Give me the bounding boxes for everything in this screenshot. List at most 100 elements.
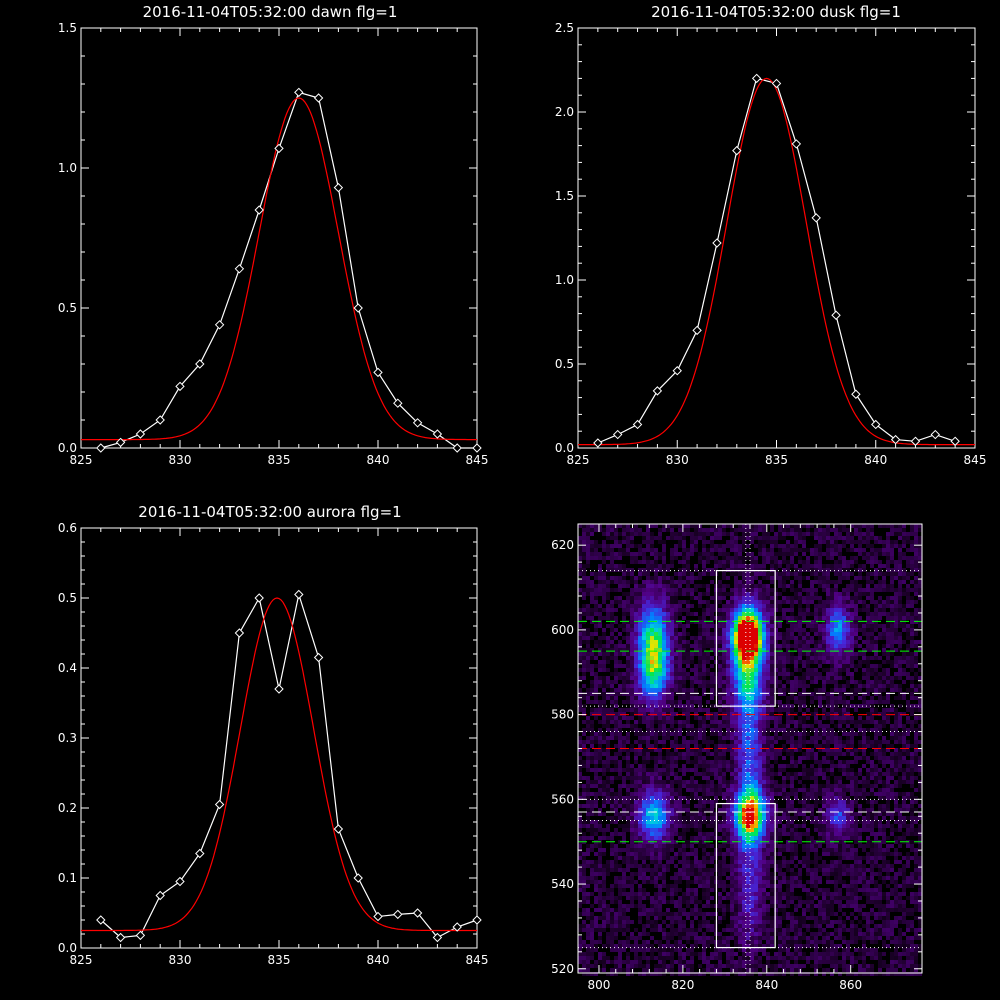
image-pixel	[586, 552, 590, 556]
image-pixel	[706, 632, 710, 636]
image-pixel	[774, 676, 778, 680]
image-pixel	[850, 744, 854, 748]
image-pixel	[774, 588, 778, 592]
image-pixel	[770, 612, 774, 616]
image-pixel	[802, 712, 806, 716]
image-pixel	[682, 772, 686, 776]
image-pixel	[750, 644, 754, 648]
image-pixel	[606, 676, 610, 680]
image-pixel	[706, 620, 710, 624]
image-pixel	[846, 652, 850, 656]
image-pixel	[886, 548, 890, 552]
image-pixel	[878, 756, 882, 760]
dawn-profile-plot: 2016-11-04T05:32:00 dawn flg=1 825 830 835…	[58, 3, 489, 467]
image-pixel	[682, 592, 686, 596]
image-pixel	[746, 700, 750, 704]
image-pixel	[818, 624, 822, 628]
image-pixel	[814, 652, 818, 656]
image-pixel	[846, 584, 850, 588]
image-pixel	[750, 716, 754, 720]
image-pixel	[590, 632, 594, 636]
image-pixel	[590, 656, 594, 660]
image-pixel	[842, 624, 846, 628]
image-pixel	[802, 732, 806, 736]
image-pixel	[774, 660, 778, 664]
image-pixel	[874, 736, 878, 740]
image-pixel	[818, 628, 822, 632]
image-pixel	[646, 672, 650, 676]
image-pixel	[606, 612, 610, 616]
image-pixel	[866, 624, 870, 628]
image-pixel	[638, 528, 642, 532]
image-pixel	[650, 668, 654, 672]
image-pixel	[806, 748, 810, 752]
image-pixel	[918, 716, 922, 720]
image-pixel	[710, 636, 714, 640]
image-pixel	[654, 552, 658, 556]
image-pixel	[670, 696, 674, 700]
image-pixel	[586, 556, 590, 560]
image-pixel	[646, 608, 650, 612]
image-pixel	[718, 588, 722, 592]
image-pixel	[734, 788, 738, 792]
image-pixel	[594, 612, 598, 616]
image-pixel	[686, 528, 690, 532]
image-pixel	[678, 568, 682, 572]
image-pixel	[846, 644, 850, 648]
image-pixel	[758, 676, 762, 680]
image-pixel	[902, 656, 906, 660]
image-pixel	[874, 684, 878, 688]
image-pixel	[878, 636, 882, 640]
image-pixel	[898, 756, 902, 760]
image-pixel	[906, 660, 910, 664]
image-pixel	[606, 652, 610, 656]
image-pixel	[618, 768, 622, 772]
image-pixel	[578, 572, 582, 576]
image-pixel	[690, 536, 694, 540]
image-pixel	[734, 696, 738, 700]
image-pixel	[666, 688, 670, 692]
image-pixel	[686, 780, 690, 784]
image-pixel	[918, 728, 922, 732]
image-pixel	[694, 644, 698, 648]
image-pixel	[918, 608, 922, 612]
image-pixel	[826, 712, 830, 716]
image-pixel	[842, 608, 846, 612]
dawn-ytick-label: 1.5	[58, 21, 77, 35]
image-pixel	[722, 764, 726, 768]
image-pixel	[886, 780, 890, 784]
image-pixel	[754, 524, 758, 528]
image-pixel	[846, 648, 850, 652]
image-pixel	[586, 688, 590, 692]
image-pixel	[878, 568, 882, 572]
image-pixel	[790, 580, 794, 584]
image-pixel	[842, 704, 846, 708]
image-pixel	[590, 524, 594, 528]
image-pixel	[734, 748, 738, 752]
image-pixel	[826, 576, 830, 580]
image-pixel	[710, 712, 714, 716]
image-pixel	[878, 700, 882, 704]
image-pixel	[630, 536, 634, 540]
image-pixel	[782, 784, 786, 788]
image-pixel	[710, 552, 714, 556]
image-pixel	[578, 760, 582, 764]
image-pixel	[578, 608, 582, 612]
image-pixel	[602, 700, 606, 704]
image-pixel	[858, 620, 862, 624]
image-pixel	[674, 652, 678, 656]
image-pixel	[850, 556, 854, 560]
image-pixel	[634, 668, 638, 672]
image-pixel	[774, 616, 778, 620]
image-pixel	[730, 620, 734, 624]
image-pixel	[774, 756, 778, 760]
image-pixel	[586, 748, 590, 752]
image-pixel	[790, 628, 794, 632]
image-pixel	[682, 576, 686, 580]
image-pixel	[742, 556, 746, 560]
image-pixel	[634, 636, 638, 640]
image-pixel	[878, 608, 882, 612]
image-pixel	[690, 656, 694, 660]
image-pixel	[702, 748, 706, 752]
image-pixel	[818, 676, 822, 680]
